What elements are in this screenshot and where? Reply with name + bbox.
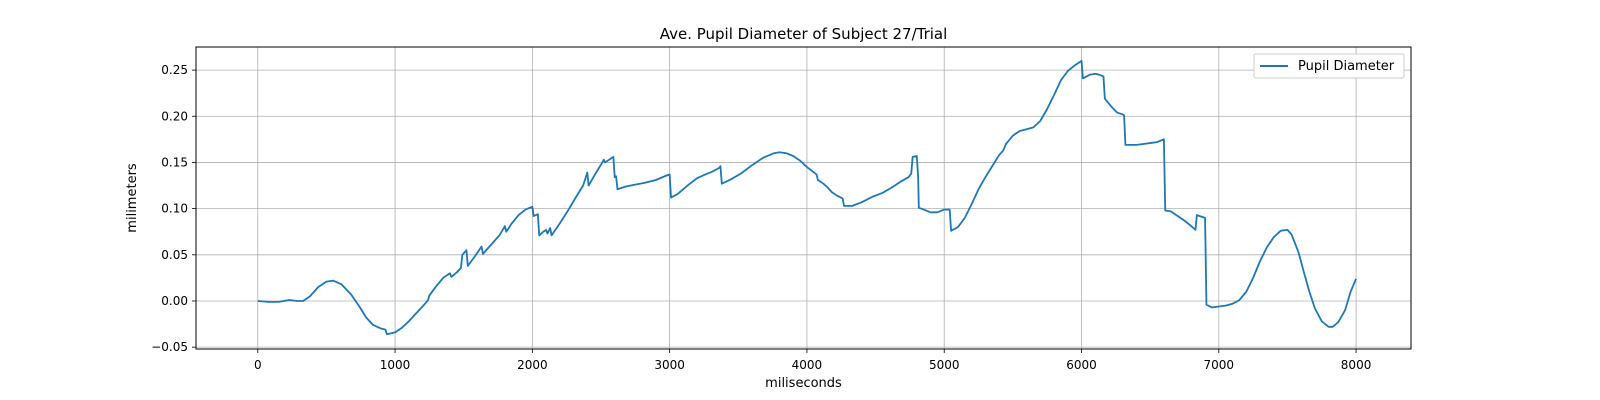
x-tick-label: 8000 xyxy=(1341,358,1372,372)
y-tick-label: 0.10 xyxy=(161,202,188,216)
y-tick-label: 0.20 xyxy=(161,109,188,123)
x-tick-label: 7000 xyxy=(1204,358,1235,372)
y-axis-label: milimeters xyxy=(125,163,140,233)
y-tick-label: 0.25 xyxy=(161,63,188,77)
legend-label: Pupil Diameter xyxy=(1298,59,1395,74)
x-tick-label: 3000 xyxy=(654,358,685,372)
y-tick-label: 0.00 xyxy=(161,294,188,308)
x-tick-label: 0 xyxy=(254,358,262,372)
x-tick-label: 5000 xyxy=(929,358,960,372)
grid-layer xyxy=(196,47,1411,349)
chart-title: Ave. Pupil Diameter of Subject 27/Trial xyxy=(660,25,948,43)
y-tick-label: 0.15 xyxy=(161,155,188,169)
x-axis-label: miliseconds xyxy=(765,376,842,391)
series-line xyxy=(257,59,1357,336)
x-tick-label: 4000 xyxy=(792,358,823,372)
y-tick-label: 0.05 xyxy=(161,248,188,262)
legend: Pupil Diameter xyxy=(1253,53,1405,79)
x-axis: 0 1000 2000 3000 4000 5000 6000 7000 8000 xyxy=(254,349,1371,372)
series-layer xyxy=(257,59,1357,336)
y-axis: −0.05 0.00 0.05 0.10 0.15 0.20 0.25 xyxy=(151,63,196,354)
legend-box xyxy=(1253,53,1405,79)
x-tick-label: 6000 xyxy=(1066,358,1097,372)
x-tick-label: 1000 xyxy=(380,358,411,372)
x-tick-label: 2000 xyxy=(517,358,548,372)
y-tick-label: −0.05 xyxy=(151,340,188,354)
plot-frame xyxy=(195,46,1412,350)
